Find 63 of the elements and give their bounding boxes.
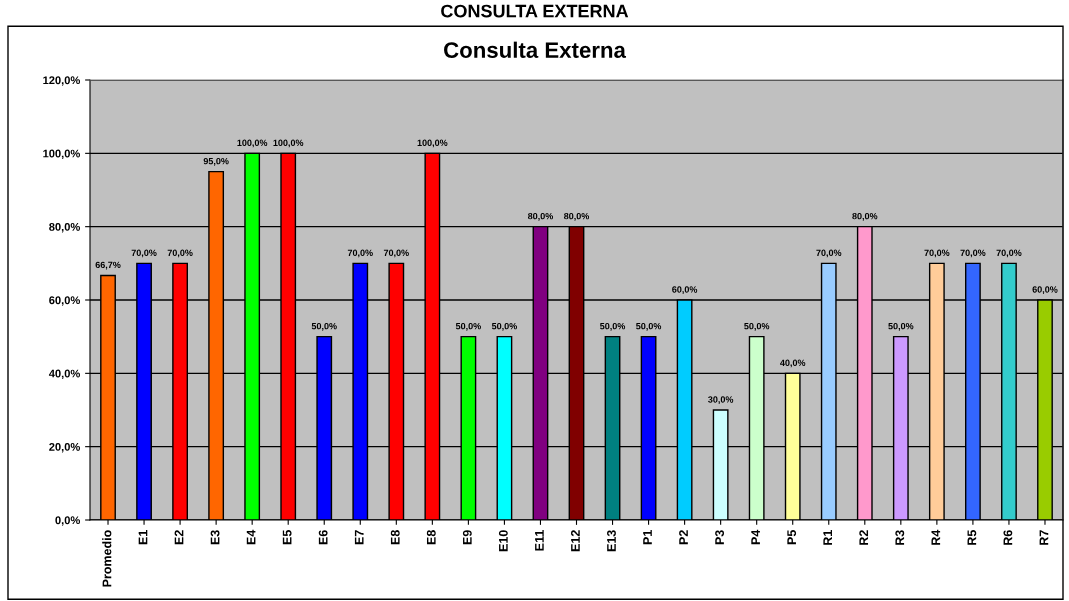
x-tick-label: R7 [1039,530,1049,545]
x-tick-label: E4 [246,529,256,545]
x-tick-label: E13 [607,530,616,552]
x-tick-label: E8 [390,530,400,545]
data-label: 70,0% [131,249,157,258]
y-tick-label: 120,0% [43,76,80,86]
x-tick-label: P1 [643,530,652,545]
x-tick-label: R5 [967,530,977,545]
x-tick-label: E8 [426,530,436,545]
chart-title: CONSULTA EXTERNA [441,4,629,18]
data-label: 70,0% [816,249,842,258]
data-label: 30,0% [708,396,734,404]
data-label: 95,0% [203,157,229,166]
data-label: 66,7% [95,261,121,270]
x-tick-label: E7 [354,530,364,545]
x-tick-label: E12 [571,530,580,552]
data-label: 100,0% [273,139,304,148]
data-label: 50,0% [888,322,914,331]
x-tick-label: E10 [498,530,508,552]
x-tick-label: E11 [535,530,544,551]
data-label: 50,0% [600,322,626,331]
data-label: 80,0% [527,212,554,221]
data-label: 80,0% [563,212,590,221]
data-label: 40,0% [780,359,806,368]
x-tick-label: E6 [318,530,328,545]
data-label: 70,0% [347,249,373,258]
x-tick-label: Promedio [102,530,112,587]
x-tick-label: E1 [138,530,148,545]
y-tick-label: 80,0% [49,222,80,233]
data-label: 60,0% [1032,286,1058,294]
data-label: 60,0% [672,286,698,294]
data-label: 70,0% [996,249,1022,258]
data-label: 100,0% [417,139,448,148]
x-tick-label: R6 [1003,530,1013,545]
x-tick-label: P3 [715,530,725,545]
x-tick-label: P5 [787,530,797,545]
data-label: 50,0% [455,322,481,331]
data-label: 70,0% [167,249,193,258]
x-tick-label: R2 [859,530,869,545]
data-label: 50,0% [491,322,517,331]
y-tick-label: 40,0% [48,369,80,380]
x-tick-label: E2 [174,530,184,545]
data-label: 70,0% [383,249,409,258]
y-tick-label: 0,0% [55,516,80,526]
data-label: 80,0% [852,212,878,221]
x-tick-label: E5 [282,530,292,545]
x-tick-label: P2 [679,530,688,545]
data-label: 50,0% [744,322,770,331]
y-tick-label: 60,0% [49,296,80,306]
y-tick-label: 100,0% [43,149,80,160]
x-tick-label: R3 [895,530,905,545]
chart-subtitle: Consulta Externa [444,41,627,58]
x-tick-label: P4 [751,529,760,545]
data-label: 100,0% [237,139,268,148]
x-tick-label: R1 [823,530,832,545]
x-tick-label: E9 [462,530,472,545]
y-tick-label: 20,0% [49,442,80,453]
x-tick-label: E3 [210,530,220,545]
x-tick-label: R4 [931,529,941,545]
data-label: 50,0% [311,322,337,331]
data-label: 70,0% [924,249,950,258]
data-label: 70,0% [960,249,986,258]
data-label: 50,0% [636,322,662,331]
